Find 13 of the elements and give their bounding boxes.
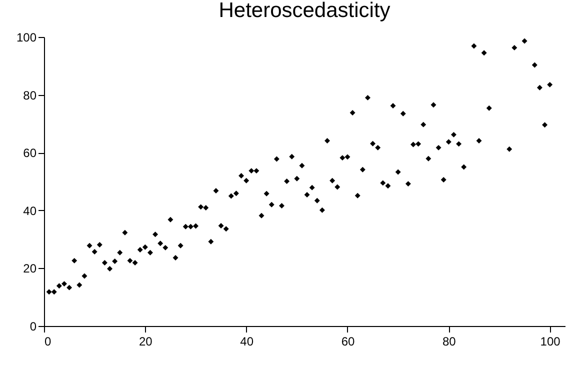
x-tick-label: 60: [341, 334, 355, 348]
y-tick-label: 20: [23, 262, 37, 276]
x-tick-label: 100: [540, 334, 561, 348]
y-tick-label: 100: [16, 30, 37, 44]
chart-title: Heteroscedasticity: [218, 0, 391, 22]
y-tick-label: 80: [23, 88, 37, 102]
x-tick-label: 20: [138, 334, 153, 348]
x-tick-label: 80: [442, 334, 456, 348]
y-tick-label: 0: [30, 320, 37, 334]
x-tick-label: 0: [44, 334, 52, 348]
x-tick-label: 40: [240, 334, 254, 348]
y-tick-label: 40: [23, 204, 37, 218]
y-tick-label: 60: [23, 146, 37, 160]
